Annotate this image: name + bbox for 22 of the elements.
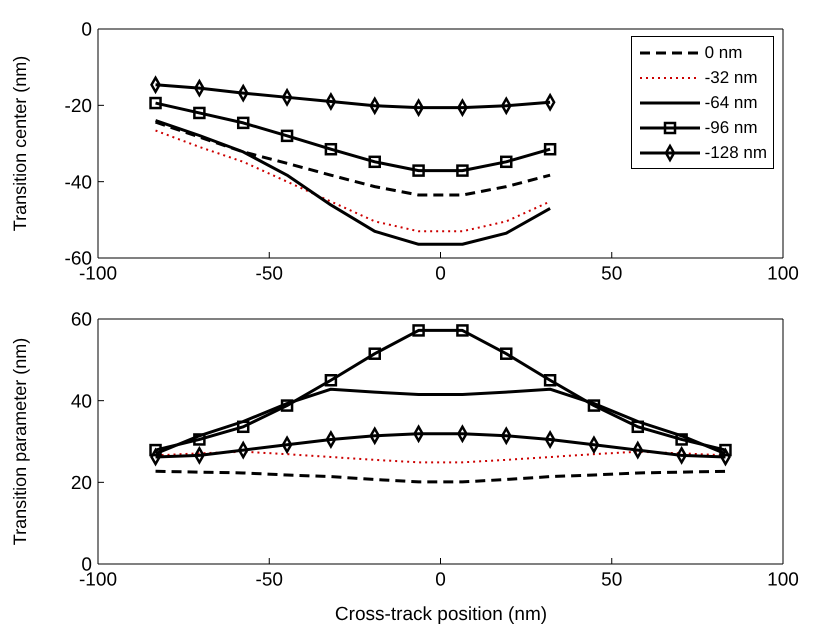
- x-tick-label: 50: [601, 263, 622, 284]
- y-tick-label: -40: [64, 172, 92, 194]
- legend-label: -64 nm: [704, 92, 758, 112]
- y-tick-label: -20: [64, 96, 92, 118]
- legend-label: -32 nm: [704, 68, 758, 88]
- x-tick-label: -50: [256, 263, 283, 284]
- x-tick-label: -50: [256, 569, 283, 590]
- y-tick-label: 40: [70, 391, 92, 412]
- x-axis-title: Cross-track position (nm): [334, 604, 548, 626]
- y-tick-label: 20: [70, 473, 92, 494]
- x-tick-label: 100: [767, 569, 799, 590]
- x-tick-label: 0: [435, 263, 446, 284]
- x-tick-label: 50: [601, 569, 622, 590]
- y-axis-title: Transition parameter (nm): [10, 337, 32, 545]
- y-axis-title: Transition center (nm): [10, 55, 32, 231]
- x-tick-label: 100: [767, 263, 799, 284]
- y-tick-label: 0: [81, 20, 92, 41]
- y-tick-label: 60: [70, 310, 92, 331]
- x-tick-label: 0: [435, 569, 446, 590]
- legend-label: 0 nm: [704, 42, 742, 62]
- legend-label: -128 nm: [704, 142, 767, 162]
- legend-label: -96 nm: [704, 118, 758, 138]
